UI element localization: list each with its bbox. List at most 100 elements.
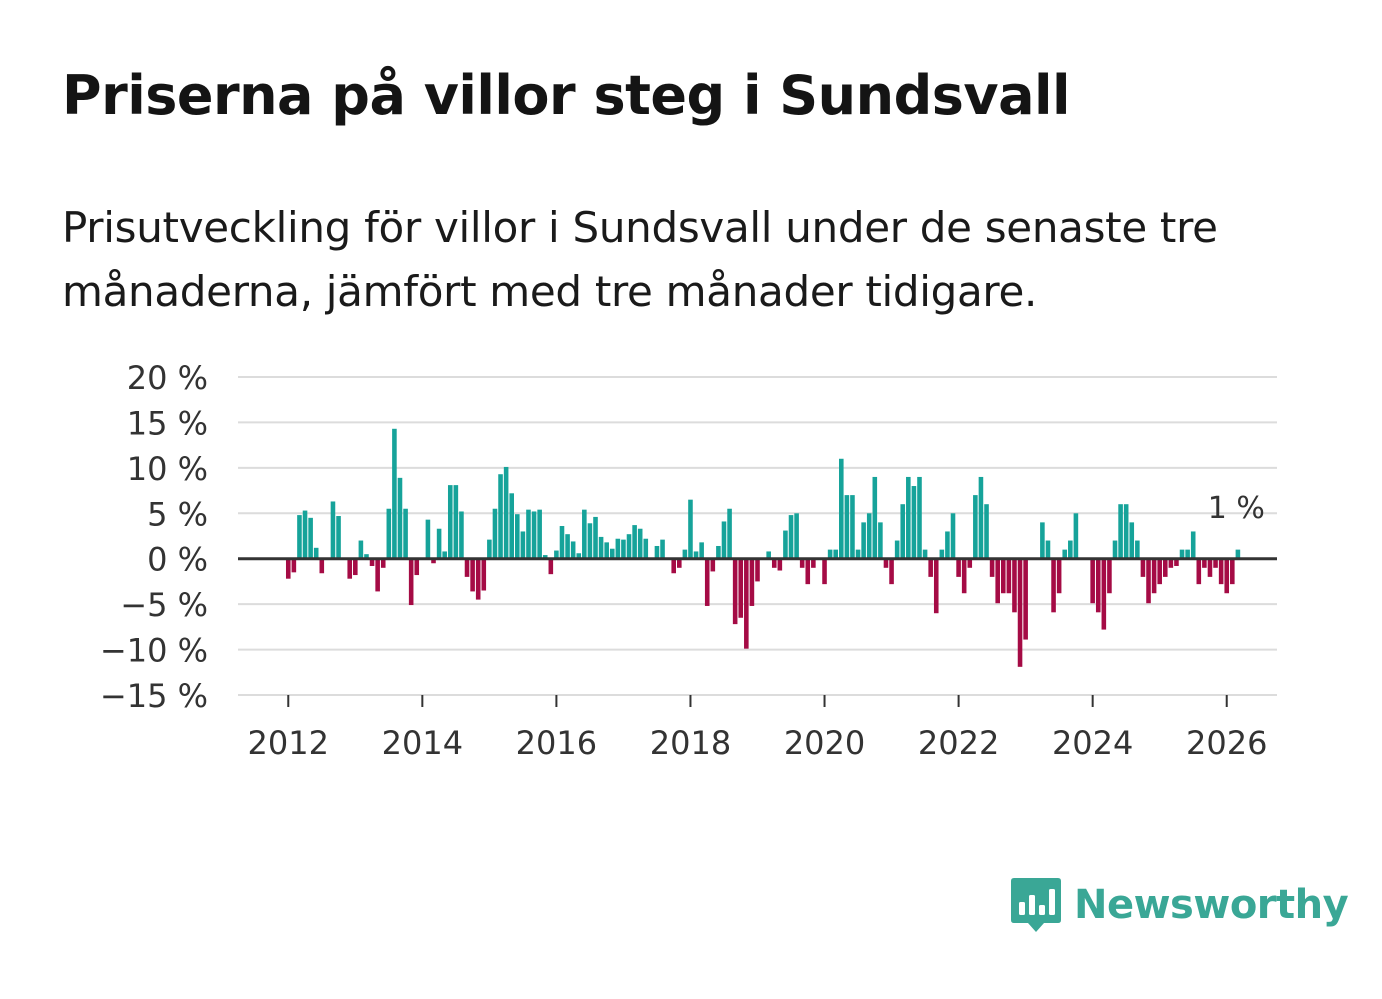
bar	[1202, 558, 1207, 568]
bar	[749, 558, 755, 606]
bar	[783, 530, 788, 559]
bar	[1174, 558, 1179, 566]
y-tick-label: 20 %	[127, 359, 208, 397]
bar	[1073, 513, 1079, 559]
bar	[375, 558, 380, 592]
bar-chart: 20 % 15 % 10 % 5 % 0 % −5 % −10 % −15 % 2012 2014…	[100, 359, 1277, 762]
bar	[1140, 558, 1146, 577]
bar	[1095, 558, 1101, 613]
bar	[883, 558, 889, 568]
bar	[1162, 558, 1168, 577]
bar	[738, 558, 744, 618]
x-tick-label: 2026	[1186, 724, 1267, 762]
bar	[766, 551, 771, 559]
bar	[308, 517, 313, 559]
bar	[1045, 540, 1051, 559]
x-tick-label: 2012	[248, 724, 329, 762]
bar	[526, 509, 531, 559]
y-tick-label: −5 %	[120, 586, 208, 624]
bar	[425, 519, 431, 559]
bar	[799, 558, 805, 568]
bar	[1157, 558, 1162, 585]
bar	[1151, 558, 1157, 594]
bar	[386, 508, 392, 559]
bar	[554, 550, 559, 559]
bar	[1207, 558, 1213, 577]
bar	[688, 499, 693, 559]
y-tick-label: 5 %	[147, 495, 208, 533]
brand-name: Newsworthy	[1074, 882, 1349, 928]
page-subtitle: Prisutveckling för villor i Sundsvall un…	[62, 203, 1218, 316]
x-tick-label: 2024	[1052, 724, 1133, 762]
newsworthy-logo: Newsworthy	[1010, 876, 1349, 934]
bar	[1213, 558, 1218, 568]
bar	[1218, 558, 1224, 585]
bar	[989, 558, 995, 577]
bar	[604, 542, 609, 559]
bar	[319, 558, 325, 574]
bar	[945, 531, 950, 559]
bar	[1051, 558, 1056, 613]
bar	[637, 528, 643, 559]
bar	[827, 549, 833, 559]
last-value-annotation: 1 %	[1208, 491, 1265, 526]
bar	[1023, 558, 1028, 640]
bar	[1101, 558, 1107, 630]
bar	[839, 458, 844, 559]
bar	[660, 539, 665, 559]
bar	[353, 558, 358, 576]
bar	[313, 547, 319, 559]
bar	[704, 558, 710, 606]
bar	[492, 508, 498, 559]
bar	[570, 541, 576, 559]
y-tick-label: 15 %	[127, 404, 208, 442]
bar	[710, 558, 716, 572]
bar	[464, 558, 470, 577]
bar	[917, 476, 922, 559]
bar	[822, 558, 827, 585]
bar	[1230, 558, 1235, 585]
bar	[615, 538, 621, 559]
bar	[347, 558, 353, 579]
bar	[906, 476, 911, 559]
bar	[431, 558, 436, 564]
bar	[559, 526, 565, 559]
bar	[1017, 558, 1023, 667]
page-title: Priserna på villor steg i Sundsvall	[62, 64, 1071, 127]
bar	[297, 515, 302, 559]
bar	[582, 509, 587, 559]
bar	[716, 545, 721, 559]
bar	[654, 545, 660, 559]
bar	[978, 476, 984, 559]
bar	[805, 558, 811, 585]
bar	[872, 476, 878, 559]
bar	[397, 477, 403, 559]
bar	[967, 558, 973, 568]
bar	[1006, 558, 1012, 594]
bar	[961, 558, 967, 594]
bar	[1146, 558, 1151, 604]
bar	[380, 558, 386, 568]
bar	[693, 551, 699, 559]
bar	[878, 522, 883, 559]
bar	[442, 551, 447, 559]
bar	[503, 466, 509, 559]
bar	[537, 509, 542, 559]
bar	[520, 531, 526, 559]
bar	[509, 493, 514, 559]
y-tick-label: −10 %	[100, 632, 208, 670]
bar	[459, 511, 464, 559]
bar	[1190, 531, 1196, 559]
bar	[1135, 540, 1140, 559]
bar	[788, 515, 794, 559]
bar	[447, 485, 453, 559]
bar	[995, 558, 1000, 604]
bar	[436, 528, 442, 559]
bar	[408, 558, 414, 606]
bar	[621, 539, 626, 559]
bar	[911, 486, 917, 559]
bar	[369, 558, 375, 566]
bar	[744, 558, 749, 649]
bar	[777, 558, 783, 571]
bar	[1185, 549, 1190, 559]
